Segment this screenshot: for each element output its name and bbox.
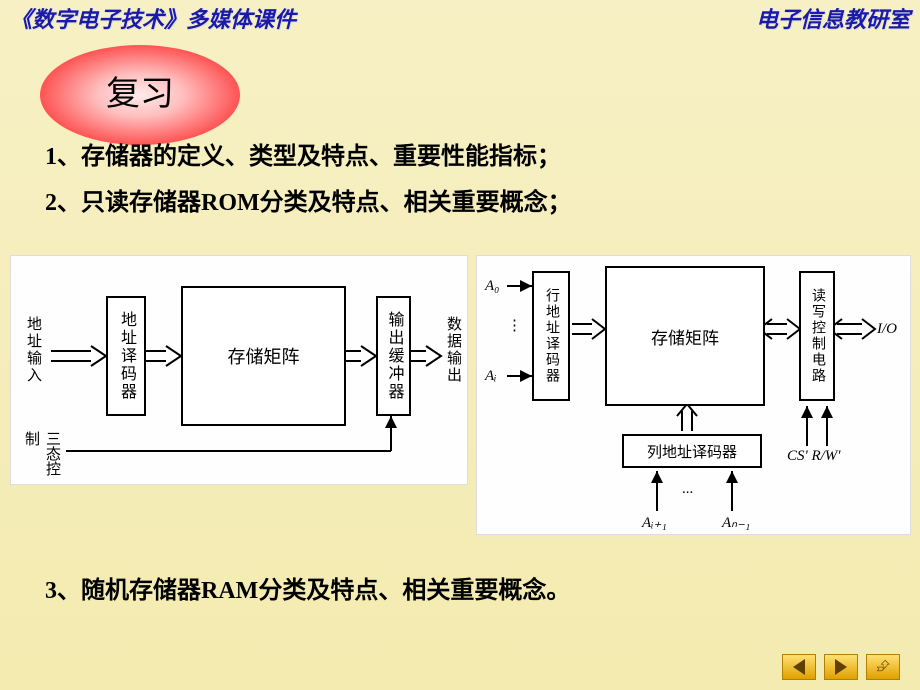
data-out-label: 数据输出 (443, 316, 464, 384)
header-right: 电子信息教研室 (756, 2, 910, 34)
point-3: 3、随机存储器RAM分类及特点、相关重要概念。 (45, 570, 570, 605)
title-text: 复习 (106, 66, 174, 115)
row-dec-box: 行地址译码器 (532, 271, 570, 401)
io-label: I/O (877, 321, 897, 338)
ai-label: Aᵢ (485, 368, 497, 385)
decoder-box: 地址译码器 (106, 296, 146, 416)
cs-label: CS' R/W' (787, 448, 841, 465)
title-bubble: 复习 (40, 45, 240, 145)
next-button[interactable] (824, 654, 858, 680)
content-block: 1、存储器的定义、类型及特点、重要性能指标； 2、只读存储器ROM分类及特点、相… (45, 135, 572, 226)
home-button[interactable]: ⮵ (866, 654, 900, 680)
ai1-label: Aᵢ₊₁ (642, 513, 667, 532)
slide-header: 《数字电子技术》多媒体课件 电子信息教研室 (0, 0, 920, 35)
header-left: 《数字电子技术》多媒体课件 (10, 2, 296, 34)
diagrams-row: 地址输入 地址译码器 存储矩阵 输出缓冲器 数据输出 三态控制 A₀ ⋮ Aᵢ … (10, 255, 911, 535)
matrix2-box: 存储矩阵 (605, 266, 765, 406)
ram-diagram: A₀ ⋮ Aᵢ 行地址译码器 存储矩阵 读写控制电路 I/O 列地址译码器 ..… (476, 255, 911, 535)
col-dec-box: 列地址译码器 (622, 434, 762, 468)
buffer-box: 输出缓冲器 (376, 296, 411, 416)
dots-label: ⋮ (507, 316, 522, 335)
addr-in-label: 地址输入 (23, 316, 44, 384)
home-icon: ⮵ (877, 658, 890, 676)
point-2: 2、只读存储器ROM分类及特点、相关重要概念； (45, 181, 572, 227)
matrix-box: 存储矩阵 (181, 286, 346, 426)
a0-label: A₀ (485, 278, 499, 295)
dots2-label: ... (682, 481, 693, 498)
arrow-left-icon (793, 659, 805, 675)
nav-buttons: ⮵ (782, 654, 900, 680)
prev-button[interactable] (782, 654, 816, 680)
arrow-right-icon (835, 659, 847, 675)
point-1: 1、存储器的定义、类型及特点、重要性能指标； (45, 135, 572, 181)
tristate-label: 三态控制 (21, 431, 63, 484)
rw-box: 读写控制电路 (799, 271, 835, 401)
rom-diagram: 地址输入 地址译码器 存储矩阵 输出缓冲器 数据输出 三态控制 (10, 255, 468, 485)
an1-label: Aₙ₋₁ (722, 513, 750, 532)
